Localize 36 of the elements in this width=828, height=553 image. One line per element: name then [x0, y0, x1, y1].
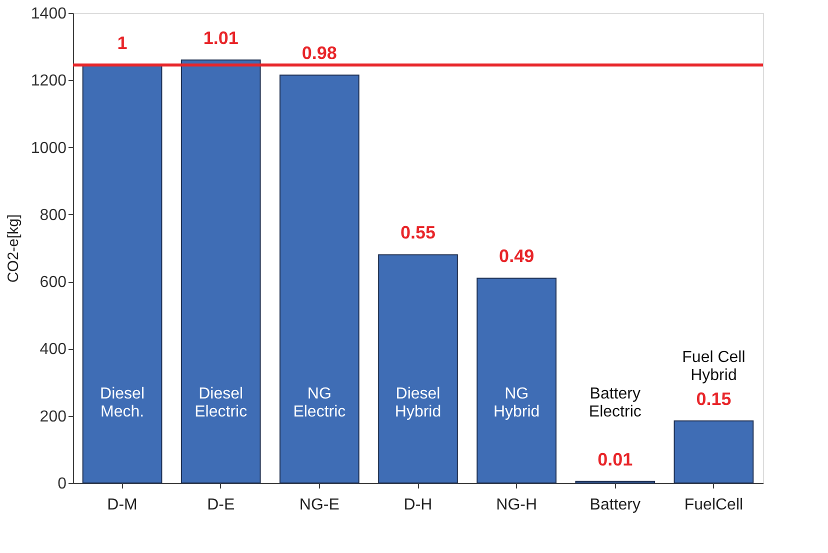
- y-tick-label: 600: [40, 274, 67, 292]
- x-tick-label: NG-E: [299, 496, 340, 514]
- bar: [476, 278, 556, 484]
- bar: [180, 60, 261, 484]
- x-tick-label: D-H: [404, 496, 432, 514]
- bar: [280, 74, 360, 484]
- bar: [674, 420, 754, 484]
- bar: [82, 64, 162, 484]
- y-tick-label: 200: [40, 408, 67, 426]
- y-tick-label: 800: [40, 206, 67, 224]
- bar: [378, 254, 458, 484]
- y-axis-title: CO2-e[kg]: [4, 214, 22, 283]
- annotation: 0.49: [499, 246, 534, 266]
- x-tick-label: NG-H: [496, 496, 538, 514]
- annotation: Battery Electric: [588, 386, 642, 421]
- x-tick-label: FuelCell: [684, 496, 744, 514]
- annotation: NG Hybrid: [493, 386, 540, 421]
- annotation: Fuel Cell Hybrid: [682, 348, 746, 384]
- x-tick-label: D-M: [107, 496, 138, 514]
- annotation: 1.01: [203, 28, 238, 48]
- annotation: Diesel Electric: [194, 386, 248, 421]
- y-tick-label: 1000: [30, 140, 67, 157]
- annotation: 0.98: [302, 43, 337, 64]
- y-tick-label: 1200: [30, 72, 67, 90]
- annotation: 0.55: [400, 222, 436, 243]
- annotation: 1: [117, 33, 128, 54]
- y-tick-label: 1400: [30, 6, 67, 22]
- y-tick-label: 0: [58, 476, 67, 492]
- y-tick-label: 400: [40, 341, 67, 358]
- x-tick-label: D-E: [207, 496, 235, 514]
- x-tick-label: Battery: [590, 496, 640, 514]
- annotation: Diesel Mech.: [100, 386, 145, 421]
- annotation: 0.01: [598, 449, 633, 470]
- annotation: 0.15: [696, 388, 732, 409]
- annotation: Diesel Hybrid: [394, 386, 442, 421]
- annotation: NG Electric: [293, 386, 346, 421]
